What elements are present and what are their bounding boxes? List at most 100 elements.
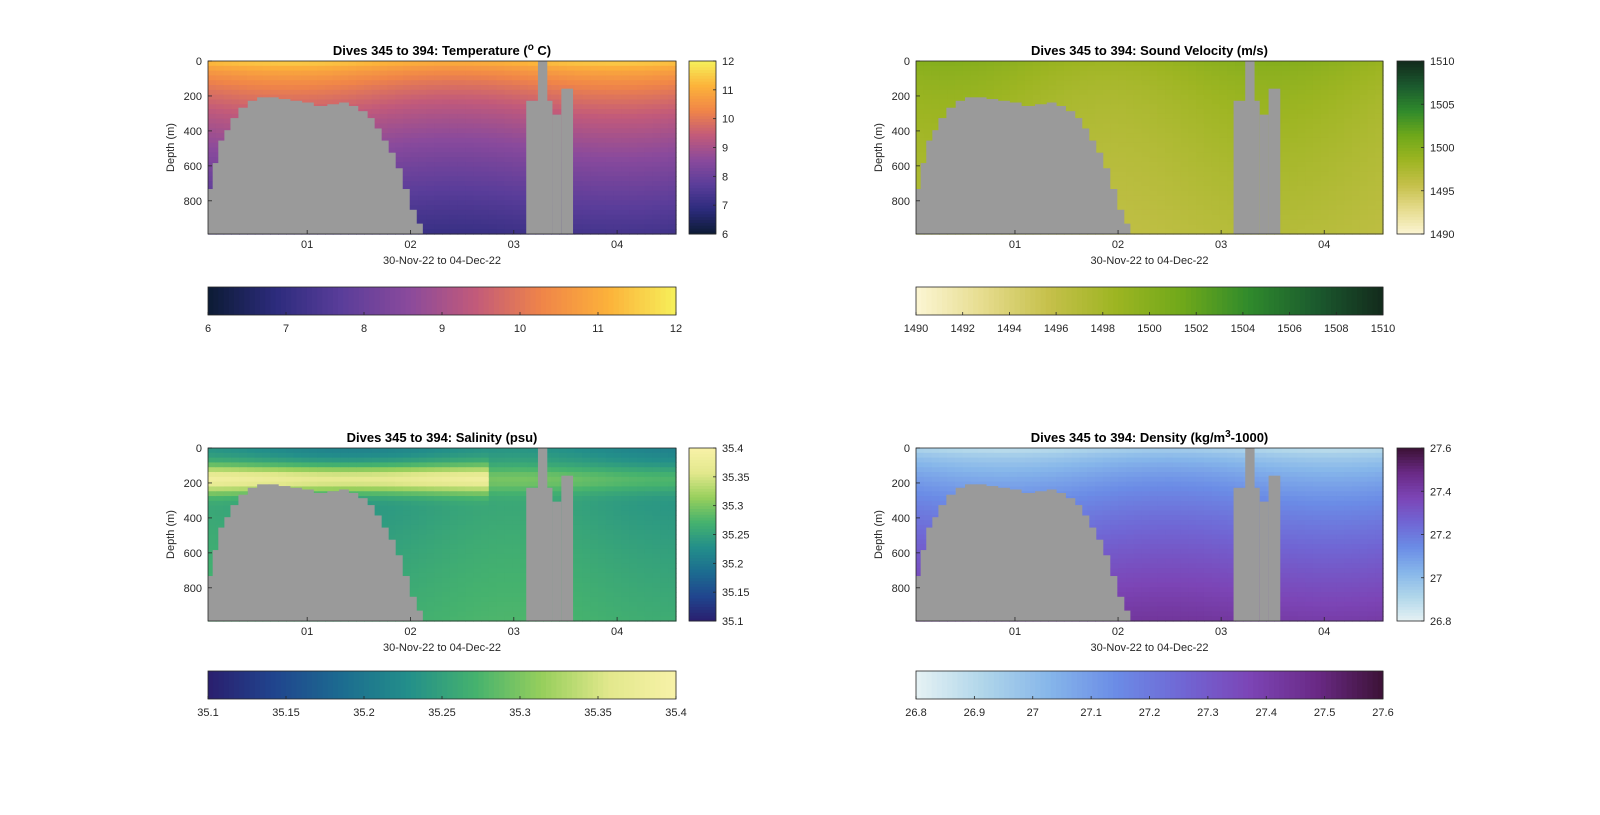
heatmap-cell [309,75,318,81]
heatmap-cell [1344,176,1353,182]
no-data-region [955,100,966,234]
heatmap-cell [590,113,599,120]
heatmap-cell [1351,118,1361,125]
heatmap-cell [512,61,521,67]
heatmap-cell [954,70,964,77]
heatmap-cell [652,133,661,139]
heatmap-cell [559,80,568,86]
heatmap-cell [457,147,466,153]
heatmap-cell [1351,65,1361,72]
heatmap-cell [520,142,529,149]
heatmap-cell [442,147,451,153]
heatmap-cell [1172,80,1182,86]
heatmap-cell [1297,65,1306,72]
heatmap-cell [410,61,420,67]
heatmap-cell [418,80,427,86]
heatmap-cell [356,94,365,101]
heatmap-cell [582,214,591,221]
heatmap-cell [512,128,521,134]
heatmap-cell [1133,157,1143,163]
heatmap-cell [574,200,583,206]
heatmap-cell [410,161,420,168]
heatmap-cell [1375,89,1384,96]
heatmap-cell [1219,65,1228,72]
heatmap-cell [403,89,412,96]
heatmap-cell [1351,152,1361,158]
heatmap-cell [317,80,326,86]
heatmap-cell [449,152,459,158]
heatmap-cell [1141,166,1151,173]
heatmap-cell [418,166,427,173]
y-tick-label: 400 [184,126,202,138]
no-data-region [938,118,947,234]
heatmap-cell [590,185,599,192]
heatmap-cell [481,224,490,230]
heatmap-cell [644,185,654,192]
colorbar-swatch [384,287,391,315]
colorbar-swatch [1035,287,1042,315]
colorbar-swatch [291,287,297,315]
heatmap-cell [1375,133,1384,139]
heatmap-cell [1032,80,1042,86]
colorbar-swatch [1397,176,1424,180]
colorbar-swatch [1216,287,1223,315]
colorbar-swatch [1397,216,1424,221]
colorbar-swatch [1232,287,1239,315]
heatmap-cell [559,61,568,67]
heatmap-cell [590,118,599,125]
heatmap-cell [1165,61,1174,67]
heatmap-cell [496,109,505,115]
heatmap-cell [426,65,435,72]
heatmap-cell [947,75,956,81]
heatmap-cell [1258,85,1267,91]
heatmap-cell [293,89,303,96]
heatmap-cell [613,152,622,158]
heatmap-cell [1336,75,1345,81]
heatmap-cell [262,75,271,81]
heatmap-cell [947,80,956,86]
heatmap-cell [481,161,490,168]
heatmap-cell [668,128,677,134]
heatmap-cell [559,85,568,91]
heatmap-cell [916,161,925,168]
heatmap-cell [598,200,607,206]
heatmap-cell [1118,85,1127,91]
colorbar-swatch [689,219,716,223]
heatmap-cell [208,104,217,110]
heatmap-cell [457,70,466,77]
heatmap-cell [301,75,310,81]
heatmap-cell [644,133,654,139]
heatmap-cell [231,476,240,483]
heatmap-cell [660,75,669,81]
colorbar-swatch [1397,202,1424,206]
heatmap-cell [613,85,622,91]
heatmap-cell [215,80,225,86]
heatmap-cell [1188,224,1197,230]
heatmap-cell [426,113,435,120]
colorbar-swatch [689,173,716,177]
heatmap-cell [1211,181,1221,187]
heatmap-cell [1087,94,1096,101]
heatmap-cell [1281,128,1291,134]
heatmap-cell [1328,219,1337,225]
heatmap-cell [1196,128,1205,134]
heatmap-cell [1336,123,1345,129]
heatmap-cell [1110,94,1119,101]
heatmap-cell [496,128,505,134]
heatmap-cell [1048,94,1057,101]
heatmap-cell [1281,113,1291,120]
colorbar-swatch [1397,231,1424,235]
heatmap-cell [668,75,677,81]
heatmap-cell [1071,104,1081,110]
heatmap-cell [442,133,451,139]
heatmap-cell [605,133,615,139]
heatmap-cell [1172,209,1182,216]
heatmap-cell [426,94,435,101]
colorbar-tick-label: 1500 [1430,143,1454,155]
heatmap-cell [543,61,552,67]
heatmap-cell [418,128,427,134]
heatmap-cell [434,185,443,192]
heatmap-cell [590,75,599,81]
heatmap-cell [1375,205,1384,211]
heatmap-cell [293,80,303,86]
